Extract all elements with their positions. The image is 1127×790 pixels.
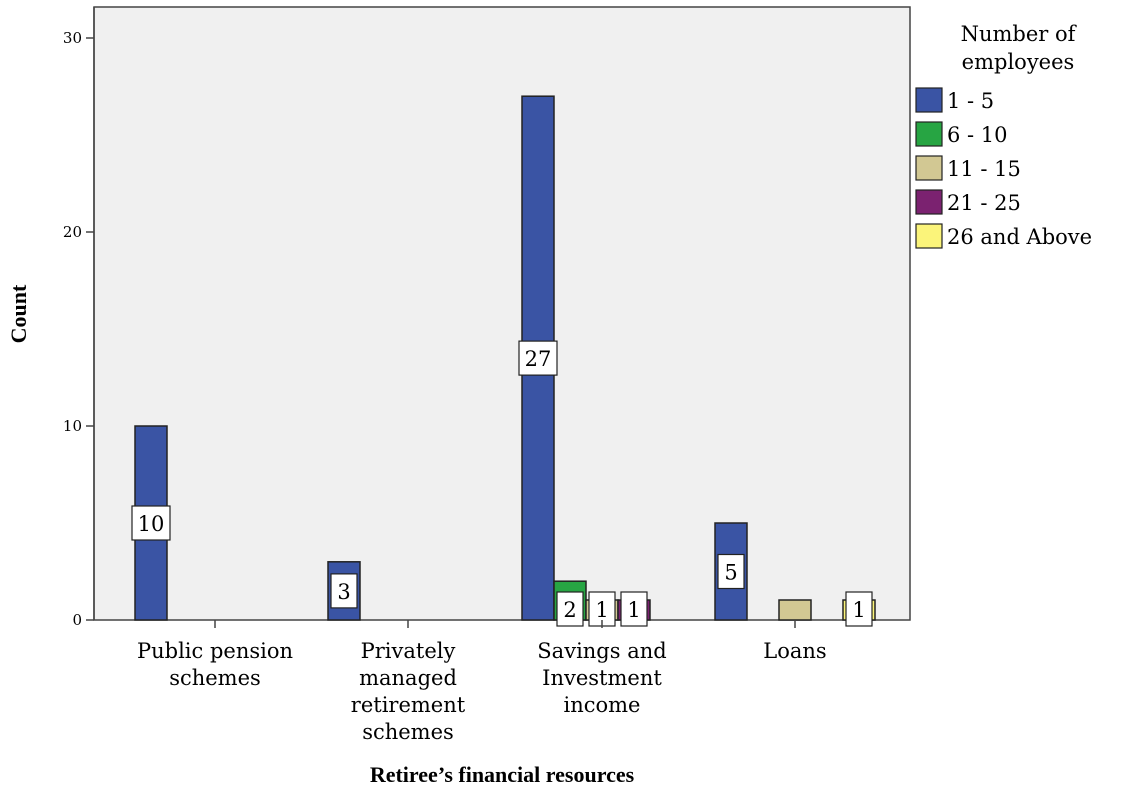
legend-label: 26 and Above [947, 225, 1092, 249]
legend-label: 21 - 25 [947, 191, 1021, 215]
y-tick-label: 10 [63, 417, 82, 435]
legend: Number of employees 1 - 5 6 - 10 11 - 15 21 -… [916, 22, 1092, 249]
data-label: 1 [595, 598, 608, 622]
x-tick-label: Savings and Investment income [537, 639, 666, 717]
x-tick-label: Loans [763, 639, 826, 663]
data-label: 3 [337, 580, 350, 604]
y-tick-label: 20 [63, 223, 82, 241]
y-tick-label: 30 [63, 29, 82, 47]
x-tick-label: Privately managed retirement schemes [351, 639, 466, 744]
data-label: 10 [138, 512, 165, 536]
data-label: 1 [627, 598, 640, 622]
legend-label: 6 - 10 [947, 123, 1008, 147]
data-label: 1 [852, 598, 865, 622]
legend-label: 11 - 15 [947, 157, 1021, 181]
y-axis-title: Count [6, 284, 31, 343]
data-label: 2 [563, 598, 576, 622]
bar [779, 600, 811, 620]
legend-swatch [916, 156, 942, 180]
legend-swatch [916, 224, 942, 248]
legend-swatch [916, 122, 942, 146]
data-label: 27 [525, 347, 552, 371]
legend-swatch [916, 190, 942, 214]
plot-area [94, 7, 910, 620]
legend-swatch [916, 88, 942, 112]
x-tick-label: Public pension schemes [137, 639, 293, 690]
y-tick-label: 0 [72, 611, 82, 629]
legend-label: 1 - 5 [947, 89, 994, 113]
x-axis-title: Retiree’s financial resources [370, 762, 635, 787]
legend-title: Number of employees [961, 22, 1078, 74]
data-label: 5 [724, 561, 737, 585]
